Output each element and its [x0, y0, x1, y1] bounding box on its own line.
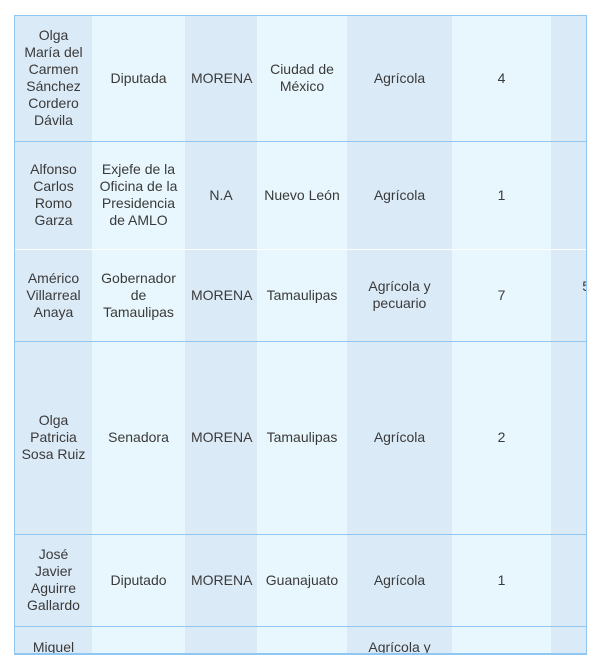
cell-partido: MORENA	[185, 341, 257, 535]
cell-estado: Ciudad de México	[257, 16, 347, 142]
cell-tipo: Agrícola	[347, 341, 452, 535]
cell-estado: Tamaulipas	[257, 249, 347, 342]
cell-ubicacion: Nuevo León	[551, 16, 586, 142]
cell-estado	[257, 626, 347, 653]
cell-num: 4	[452, 16, 551, 142]
cell-tipo: Agrícola y	[347, 626, 452, 653]
cell-ubicacion: Guanajuato	[551, 626, 586, 653]
cell-cargo	[92, 626, 185, 653]
table-row: Miguel Agrícola y Guanajuato	[15, 626, 586, 653]
cell-ubicacion: 5 Tamaulipas | 2 Guanajuato	[551, 249, 586, 342]
cell-num	[452, 626, 551, 653]
data-table-container: Olga María del Carmen Sánchez Cordero Dá…	[14, 15, 587, 655]
table-row: Olga Patricia Sosa Ruiz Senadora MORENA Tam…	[15, 341, 586, 535]
cell-num: 7	[452, 249, 551, 342]
cell-name: Américo Villarreal Anaya	[15, 249, 92, 342]
cell-partido	[185, 626, 257, 653]
table-row: Olga María del Carmen Sánchez Cordero Dá…	[15, 16, 586, 142]
cell-num: 1	[452, 534, 551, 627]
table-row: Alfonso Carlos Romo Garza Exjefe de la Of…	[15, 141, 586, 250]
cell-cargo: Diputado	[92, 534, 185, 627]
cell-ubicacion: Guanajuato	[551, 534, 586, 627]
cell-cargo: Exjefe de la Oficina de la Presidencia d…	[92, 141, 185, 250]
cell-partido: N.A	[185, 141, 257, 250]
table-row: Américo Villarreal Anaya Gobernador de Ta…	[15, 249, 586, 342]
cell-ubicacion: Tamaulipas	[551, 341, 586, 535]
cell-num: 1	[452, 141, 551, 250]
cell-estado: Nuevo León	[257, 141, 347, 250]
cell-name: Olga María del Carmen Sánchez Cordero Dá…	[15, 16, 92, 142]
cell-estado: Guanajuato	[257, 534, 347, 627]
cell-tipo: Agrícola	[347, 16, 452, 142]
cell-name: Alfonso Carlos Romo Garza	[15, 141, 92, 250]
cell-ubicacion: Nuevo León	[551, 141, 586, 250]
cell-name: José Javier Aguirre Gallardo	[15, 534, 92, 627]
cell-estado: Tamaulipas	[257, 341, 347, 535]
cell-num: 2	[452, 341, 551, 535]
cell-name: Miguel	[15, 626, 92, 653]
cell-partido: MORENA	[185, 249, 257, 342]
cell-cargo: Gobernador de Tamaulipas	[92, 249, 185, 342]
cell-partido: MORENA	[185, 534, 257, 627]
cell-name: Olga Patricia Sosa Ruiz	[15, 341, 92, 535]
cell-tipo: Agrícola	[347, 534, 452, 627]
cell-tipo: Agrícola y pecuario	[347, 249, 452, 342]
cell-partido: MORENA	[185, 16, 257, 142]
cell-cargo: Diputada	[92, 16, 185, 142]
data-table: Olga María del Carmen Sánchez Cordero Dá…	[15, 16, 586, 653]
table-row: José Javier Aguirre Gallardo Diputado MORE…	[15, 534, 586, 627]
cell-cargo: Senadora	[92, 341, 185, 535]
cell-tipo: Agrícola	[347, 141, 452, 250]
